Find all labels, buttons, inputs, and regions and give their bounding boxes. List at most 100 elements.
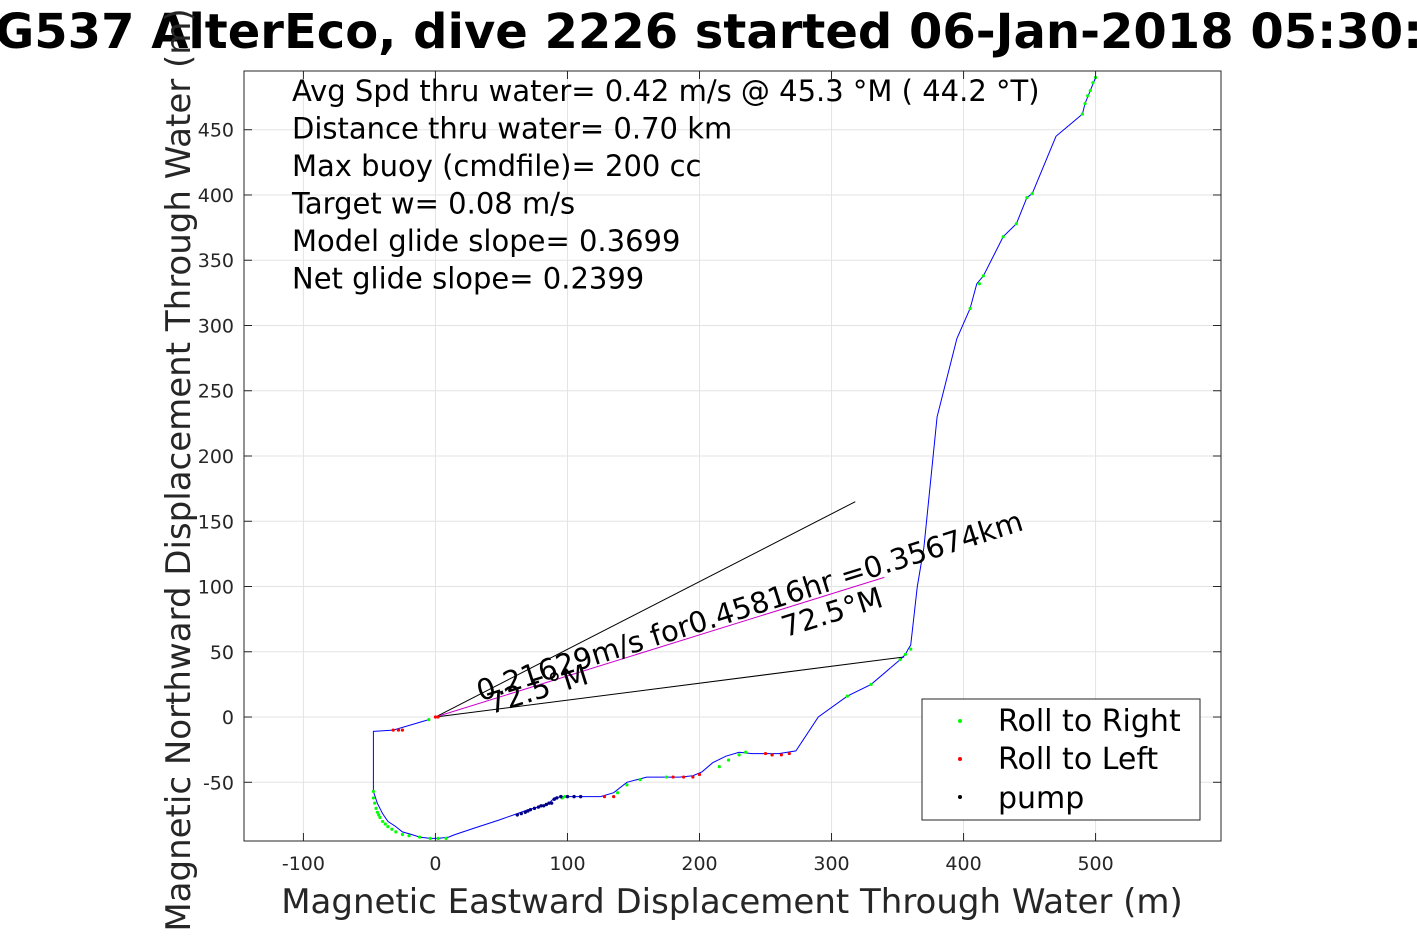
- wedge-line: [435, 656, 905, 718]
- roll-right-point: [1014, 222, 1018, 226]
- y-tick-label: 50: [210, 642, 234, 664]
- roll-right-point: [407, 834, 411, 838]
- x-tick-label: 400: [945, 853, 981, 875]
- pump-point: [528, 807, 533, 812]
- y-tick-label: 450: [198, 120, 234, 142]
- legend-pump: pump: [998, 781, 1084, 816]
- info-line: Net glide slope= 0.2399: [292, 262, 644, 296]
- pump-point: [536, 805, 541, 809]
- legend-roll-left: Roll to Left: [998, 742, 1158, 777]
- pump-point: [549, 801, 554, 805]
- x-tick-label: 300: [813, 853, 849, 875]
- roll-right-point: [1083, 102, 1087, 106]
- roll-right-point: [903, 652, 908, 656]
- roll-right-point: [1025, 195, 1029, 200]
- roll-left-point: [433, 715, 438, 719]
- roll-right-point: [373, 801, 377, 805]
- wedge-line: [435, 501, 856, 718]
- x-tick-label: 100: [549, 853, 585, 875]
- roll-right-point: [726, 758, 731, 762]
- pump-point: [565, 794, 570, 799]
- roll-left-point: [396, 728, 401, 732]
- legend: Roll to Right Roll to Left pump: [921, 698, 1201, 821]
- legend-marker-pump: [958, 795, 962, 799]
- pump-point: [526, 809, 530, 813]
- roll-right-point: [869, 682, 873, 686]
- y-tick-label: 300: [198, 315, 234, 337]
- x-axis-label: Magnetic Eastward Displacement Through W…: [281, 882, 1183, 922]
- pump-point: [572, 794, 576, 799]
- pump-point: [515, 813, 519, 817]
- y-axis-label: Magnetic Northward Displacement Through …: [159, 8, 199, 931]
- roll-right-point: [845, 694, 849, 698]
- roll-right-point: [616, 791, 620, 795]
- pump-point: [539, 804, 543, 808]
- x-tick-label: 0: [429, 853, 441, 875]
- roll-left-point: [400, 728, 405, 732]
- y-tick-label: 200: [198, 446, 234, 468]
- roll-left-point: [691, 775, 695, 779]
- track-line: [372, 77, 1097, 839]
- info-line: Target w= 0.08 m/s: [291, 187, 575, 221]
- roll-right-point: [977, 282, 981, 286]
- roll-right-point: [400, 832, 405, 837]
- roll-right-point: [744, 750, 748, 754]
- roll-right-point: [909, 647, 913, 651]
- roll-right-point: [981, 274, 985, 278]
- roll-right-point: [563, 795, 567, 799]
- chart-title: SG537 AlterEco, dive 2226 started 06-Jan…: [0, 4, 1417, 60]
- roll-right-point: [444, 836, 448, 840]
- legend-box: [921, 698, 1201, 821]
- pump-point: [559, 794, 563, 799]
- roll-left-point: [682, 775, 686, 779]
- roll-right-point: [968, 306, 972, 311]
- roll-right-point: [717, 765, 721, 769]
- legend-marker-roll-right: [958, 719, 962, 723]
- roll-right-point: [1001, 235, 1005, 239]
- roll-right-point: [377, 813, 381, 817]
- ticks: -100 0 100 200 300 400 500 -50 0 50 100 150 200 250 30…: [198, 71, 1221, 875]
- roll-right-point: [381, 819, 385, 824]
- info-text-block: Avg Spd thru water= 0.42 m/s @ 45.3 °M (…: [291, 74, 1040, 296]
- roll-right-point: [371, 796, 375, 800]
- roll-right-point: [428, 836, 432, 840]
- roll-right-point: [638, 778, 642, 782]
- y-tick-label: 350: [198, 250, 234, 272]
- roll-left-point: [602, 795, 607, 799]
- roll-right-point: [378, 815, 382, 820]
- roll-right-point: [898, 657, 902, 662]
- roll-right-point: [375, 810, 379, 814]
- roll-left-point: [763, 751, 768, 756]
- info-line: Distance thru water= 0.70 km: [292, 112, 732, 146]
- pump-point: [552, 797, 556, 801]
- info-line: Model glide slope= 0.3699: [292, 224, 680, 258]
- pump-point: [544, 802, 549, 807]
- pump-point: [547, 801, 551, 805]
- pump-point: [555, 796, 559, 800]
- pump-point: [542, 804, 546, 808]
- roll-right-point: [427, 718, 431, 722]
- roll-right-point: [374, 806, 378, 810]
- roll-left-point: [697, 772, 702, 777]
- roll-right-point: [390, 827, 394, 831]
- y-tick-label: 100: [198, 577, 234, 599]
- roll-left-point: [671, 775, 675, 779]
- roll-left-point: [770, 753, 774, 757]
- roll-right-point: [417, 835, 422, 839]
- roll-right-point: [371, 789, 375, 794]
- y-tick-label: 150: [198, 511, 234, 533]
- pump-point: [578, 794, 583, 799]
- roll-right-point: [1030, 192, 1034, 196]
- x-tick-label: -100: [282, 853, 325, 875]
- y-tick-label: 0: [222, 707, 234, 729]
- current-vector-line: [435, 576, 885, 718]
- pump-point: [519, 811, 523, 816]
- pump-point: [523, 810, 527, 814]
- info-line: Avg Spd thru water= 0.42 m/s @ 45.3 °M (…: [292, 74, 1040, 108]
- roll-left-point: [612, 795, 616, 799]
- roll-left-point: [779, 753, 783, 757]
- legend-marker-roll-left: [958, 757, 962, 761]
- roll-right-point: [394, 830, 398, 834]
- roll-right-point: [664, 775, 669, 779]
